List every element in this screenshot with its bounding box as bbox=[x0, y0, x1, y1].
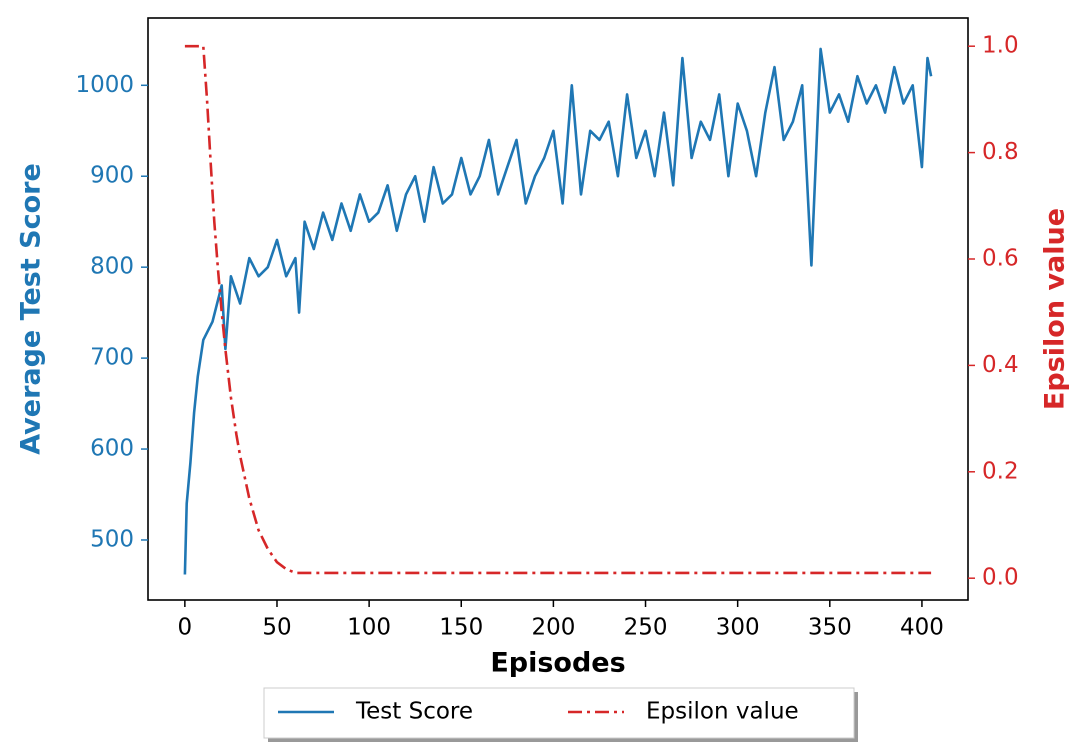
y2-tick-label: 1.0 bbox=[982, 33, 1019, 59]
y-tick-label: 1000 bbox=[75, 72, 134, 98]
legend-label: Test Score bbox=[355, 699, 473, 725]
y2-axis-label: Epsilon value bbox=[1040, 208, 1071, 410]
x-tick-label: 50 bbox=[262, 615, 291, 641]
y2-tick-label: 0.0 bbox=[982, 565, 1019, 591]
y2-tick-label: 0.4 bbox=[982, 352, 1019, 378]
x-tick-label: 100 bbox=[347, 615, 391, 641]
y2-tick-label: 0.6 bbox=[982, 245, 1019, 271]
x-tick-label: 300 bbox=[716, 615, 760, 641]
x-tick-label: 250 bbox=[624, 615, 668, 641]
series-line bbox=[183, 47, 933, 575]
y-tick-label: 700 bbox=[90, 345, 134, 371]
x-tick-label: 400 bbox=[900, 615, 944, 641]
y-tick-label: 500 bbox=[90, 526, 134, 552]
y-tick-label: 900 bbox=[90, 163, 134, 189]
y2-tick-label: 0.8 bbox=[982, 139, 1019, 165]
legend-label: Epsilon value bbox=[646, 699, 799, 725]
legend bbox=[263, 687, 855, 739]
x-tick-label: 0 bbox=[178, 615, 193, 641]
series-line bbox=[184, 44, 932, 575]
x-axis-label: Episodes bbox=[490, 648, 625, 679]
x-tick-label: 150 bbox=[439, 615, 483, 641]
y-axis-label: Average Test Score bbox=[16, 163, 47, 455]
y2-tick-label: 0.2 bbox=[982, 458, 1019, 484]
y-tick-label: 800 bbox=[90, 254, 134, 280]
x-tick-label: 200 bbox=[531, 615, 575, 641]
x-tick-label: 350 bbox=[808, 615, 852, 641]
plot-frame bbox=[147, 17, 969, 601]
y-tick-label: 600 bbox=[90, 436, 134, 462]
